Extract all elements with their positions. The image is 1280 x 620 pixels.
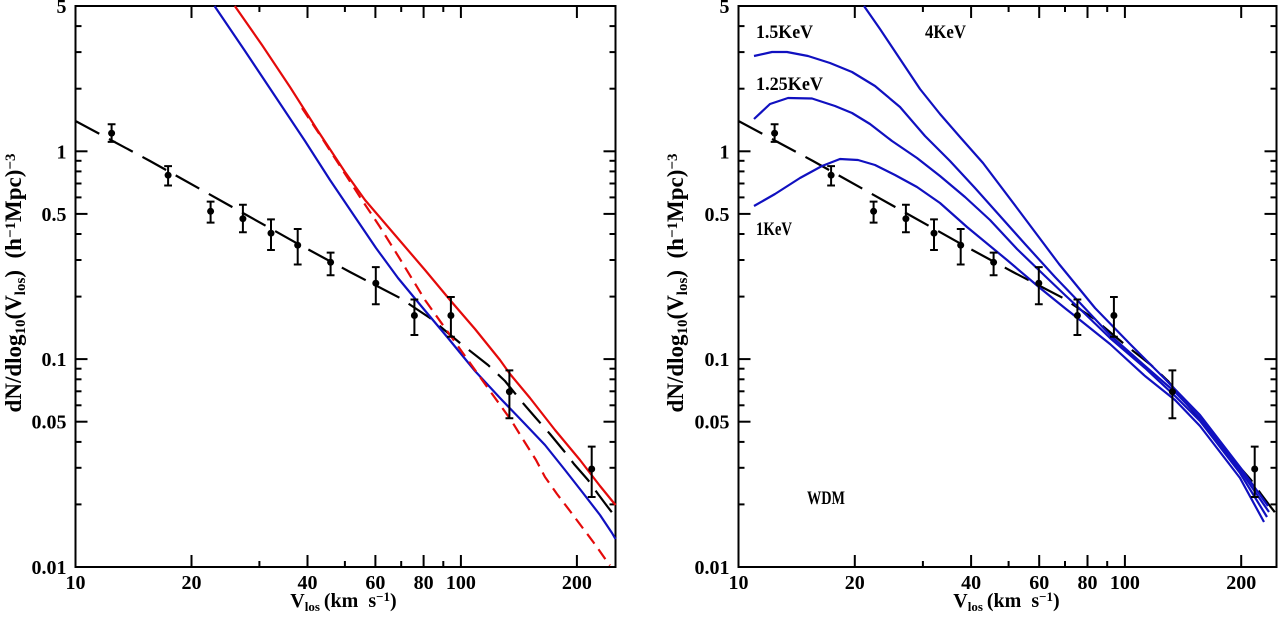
svg-text:WDM: WDM [807, 488, 845, 509]
svg-text:80: 80 [414, 572, 434, 594]
svg-text:80: 80 [1078, 572, 1098, 594]
svg-text:40: 40 [961, 572, 981, 594]
svg-text:5: 5 [57, 0, 67, 18]
svg-text:5: 5 [720, 0, 730, 18]
svg-text:40: 40 [298, 572, 318, 594]
svg-text:0.01: 0.01 [32, 557, 67, 579]
svg-text:200: 200 [562, 572, 592, 594]
svg-text:0.1: 0.1 [42, 349, 67, 371]
svg-text:20: 20 [845, 572, 865, 594]
svg-text:0.05: 0.05 [32, 412, 67, 434]
svg-text:4KeV: 4KeV [925, 22, 966, 43]
svg-text:0.05: 0.05 [695, 412, 730, 434]
svg-text:0.5: 0.5 [42, 204, 67, 226]
svg-text:1.5KeV: 1.5KeV [756, 22, 813, 43]
svg-text:100: 100 [446, 572, 476, 594]
svg-text:1: 1 [57, 141, 67, 163]
svg-text:1: 1 [720, 141, 730, 163]
svg-text:100: 100 [1110, 572, 1140, 594]
svg-text:200: 200 [1226, 572, 1256, 594]
svg-text:20: 20 [182, 572, 202, 594]
svg-text:60: 60 [365, 572, 385, 594]
svg-text:10: 10 [729, 572, 749, 594]
svg-text:0.01: 0.01 [695, 557, 730, 579]
svg-text:0.1: 0.1 [705, 349, 730, 371]
svg-text:1KeV: 1KeV [756, 219, 792, 240]
svg-text:1.25KeV: 1.25KeV [756, 74, 823, 95]
svg-text:0.5: 0.5 [705, 204, 730, 226]
svg-text:Vlos (km s−1): Vlos (km s−1) [953, 589, 1059, 614]
svg-text:60: 60 [1029, 572, 1049, 594]
svg-text:10: 10 [66, 572, 86, 594]
